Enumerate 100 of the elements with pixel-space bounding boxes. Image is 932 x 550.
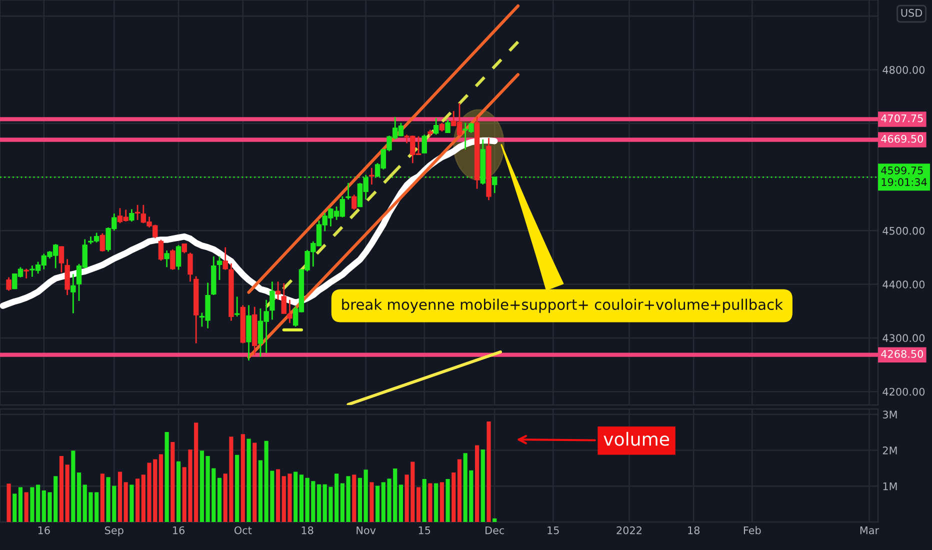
bar: [170, 442, 175, 522]
bar: [422, 478, 426, 522]
candlestick: [346, 182, 351, 200]
candlestick: [281, 282, 286, 315]
bar: [240, 434, 245, 522]
y-tick-label: 1M: [883, 482, 897, 490]
x-tick-label: 18: [688, 526, 700, 534]
bar: [176, 461, 181, 522]
bar: [30, 487, 34, 522]
candlestick: [64, 258, 70, 296]
candlestick: [70, 273, 76, 314]
x-tick-label: Dec: [486, 526, 504, 534]
bar: [136, 478, 140, 522]
bar: [71, 450, 76, 522]
y-tick-label: 4200.00: [882, 388, 925, 396]
bar: [246, 438, 251, 522]
bar: [299, 474, 304, 522]
bar: [124, 482, 128, 522]
y-tick-label: 2M: [882, 446, 897, 454]
candlestick: [134, 204, 140, 221]
candlestick: [188, 252, 193, 282]
bar: [36, 484, 40, 522]
candlestick: [422, 134, 427, 154]
bar: [164, 432, 169, 522]
candlestick: [164, 250, 170, 268]
candlestick: [100, 232, 106, 252]
bar: [446, 478, 450, 522]
candlestick: [222, 246, 228, 271]
candlestick: [170, 248, 176, 271]
bar: [59, 456, 64, 522]
bar: [258, 460, 263, 522]
bar: [428, 483, 432, 522]
bar: [398, 484, 403, 522]
candlestick: [275, 280, 281, 301]
candlestick: [6, 276, 12, 292]
bar: [65, 464, 70, 522]
bar: [370, 482, 374, 522]
bar: [316, 484, 322, 522]
candlestick: [270, 280, 275, 320]
y-tick-label: 4300.00: [882, 334, 925, 342]
ref-line-label: 4669.50: [881, 134, 924, 143]
ref-line-label: 4707.75: [881, 114, 923, 122]
annotation: break moyenne mobile+support+ couloir+volume+pullback: [342, 298, 783, 313]
bar: [486, 422, 491, 522]
bar: [130, 484, 134, 522]
candlestick: [158, 239, 164, 262]
bar: [375, 486, 380, 522]
bar: [235, 454, 240, 522]
bar: [492, 518, 497, 522]
candlestick: [433, 117, 439, 136]
ref-line-label: 4599.75 19:01:34: [881, 166, 927, 186]
candlestick: [129, 208, 134, 222]
ref-line-label: 4268.50: [881, 350, 924, 358]
candlestick: [287, 299, 292, 324]
bar: [24, 492, 28, 522]
bar: [118, 472, 122, 522]
y-tick-label: 3M: [882, 410, 897, 418]
bar: [76, 472, 82, 522]
candlestick: [216, 256, 222, 281]
y-tick-label: 4500.00: [882, 226, 925, 235]
bar: [480, 450, 485, 522]
x-tick-label: 2022: [616, 526, 642, 534]
bar: [158, 454, 164, 522]
bar: [252, 442, 257, 522]
x-tick-label: 16: [173, 526, 184, 534]
candlestick: [58, 246, 64, 274]
bar: [6, 484, 11, 522]
candlestick: [182, 242, 187, 254]
x-tick-label: Mar: [860, 526, 880, 534]
y-tick-label: 4800.00: [882, 66, 925, 74]
bar: [12, 494, 17, 522]
candlestick: [24, 268, 29, 280]
x-tick-label: 16: [38, 526, 50, 534]
candlestick: [369, 167, 374, 186]
x-tick-label: Feb: [744, 526, 761, 534]
x-tick-label: 15: [548, 526, 559, 534]
candlestick: [352, 194, 357, 210]
annotation: volume: [604, 432, 670, 446]
candlestick: [234, 296, 240, 318]
bar: [457, 459, 462, 522]
bar: [364, 470, 368, 522]
candlestick: [176, 244, 182, 271]
y-tick-label: 4400.00: [882, 280, 925, 288]
x-tick-label: Sep: [105, 526, 124, 536]
bar: [217, 478, 222, 522]
bar: [358, 478, 362, 522]
bar: [352, 474, 356, 522]
x-tick-label: 18: [302, 526, 314, 534]
bar: [416, 487, 421, 522]
candlestick: [445, 118, 450, 134]
bar: [18, 487, 23, 522]
bar: [294, 472, 298, 522]
x-tick-label: Oct: [234, 526, 252, 534]
x-tick-label: Nov: [356, 526, 376, 534]
bar: [440, 482, 444, 522]
bar: [434, 483, 438, 522]
bar: [100, 474, 104, 522]
bar: [452, 472, 456, 522]
bar: [475, 445, 480, 522]
bar: [276, 469, 280, 522]
